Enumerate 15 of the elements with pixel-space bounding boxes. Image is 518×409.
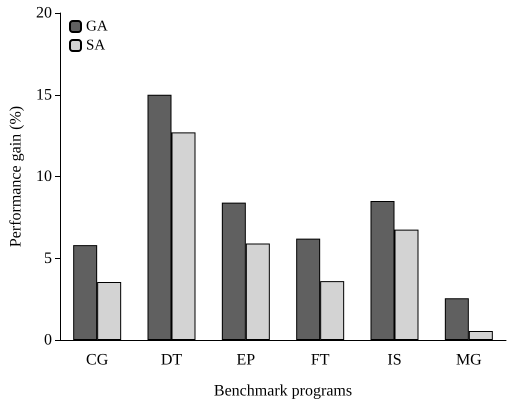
x-tick-label: MG bbox=[456, 352, 482, 368]
y-tick-label: 10 bbox=[36, 168, 52, 185]
x-tick-label: FT bbox=[310, 352, 330, 368]
y-axis-title: Performance gain (%) bbox=[8, 106, 24, 248]
y-tick-label: 5 bbox=[44, 250, 52, 267]
x-tick-label: DT bbox=[160, 352, 182, 368]
x-axis-title: Benchmark programs bbox=[214, 382, 352, 400]
legend-label: GA bbox=[86, 18, 108, 34]
x-tick-label: CG bbox=[86, 352, 109, 368]
legend-label: SA bbox=[86, 38, 106, 54]
y-tick-label: 15 bbox=[36, 86, 52, 104]
x-tick-label: IS bbox=[387, 352, 402, 368]
y-tick-label: 0 bbox=[44, 332, 52, 348]
y-tick-label: 20 bbox=[36, 4, 52, 22]
x-tick-label: EP bbox=[236, 352, 256, 368]
